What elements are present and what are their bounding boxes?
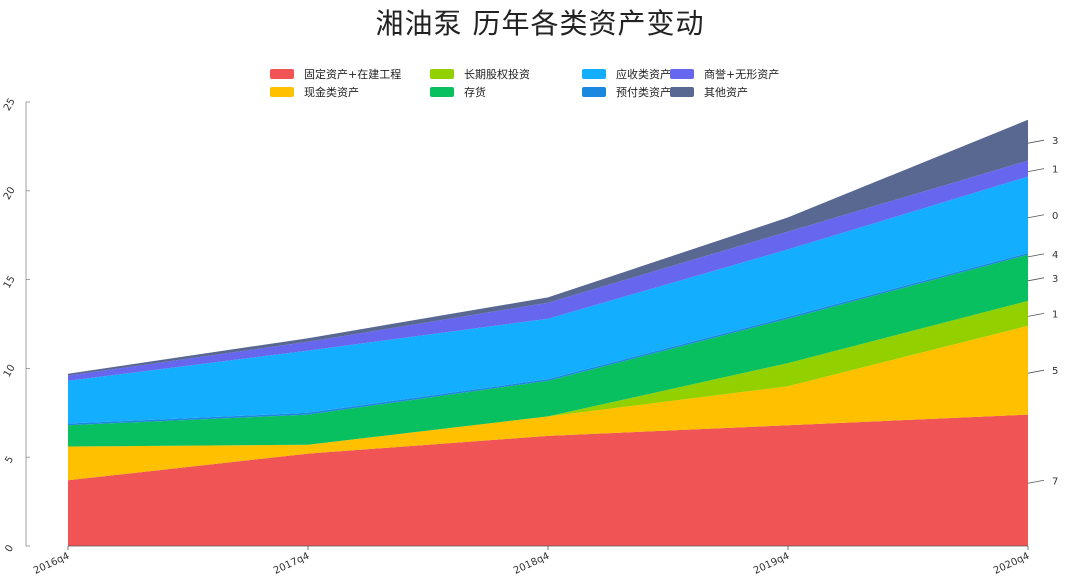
end-label-leader [1027, 168, 1045, 172]
legend-item[interactable]: 存货 [430, 84, 486, 100]
legend-swatch [430, 69, 454, 79]
legend-item[interactable]: 固定资产+在建工程 [270, 66, 401, 82]
legend-swatch [270, 87, 294, 97]
legend-item[interactable]: 预付类资产 [582, 84, 671, 100]
end-label-leader [1027, 277, 1045, 282]
legend-item[interactable]: 长期股权投资 [430, 66, 530, 82]
legend-label: 预付类资产 [616, 86, 671, 99]
x-tick-label: 2019q4 [752, 551, 791, 577]
legend-label: 商誉+无形资产 [704, 68, 780, 81]
legend-swatch [670, 69, 694, 79]
x-tick-label: 2018q4 [512, 551, 551, 577]
y-tick-label: 10 [2, 363, 18, 380]
y-tick-label: 0 [3, 543, 16, 554]
end-label-leader [1027, 139, 1045, 144]
legend-swatch [270, 69, 294, 79]
chart-title: 湘油泵 历年各类资产变动 [375, 7, 705, 40]
legend-swatch [430, 87, 454, 97]
end-label-leader [1027, 369, 1045, 374]
end-label: 4 [1052, 250, 1058, 261]
y-tick-label: 25 [2, 96, 18, 113]
area-series-5 [68, 176, 1028, 424]
legend-item[interactable]: 商誉+无形资产 [670, 66, 779, 82]
legend-label: 存货 [464, 86, 486, 99]
legend-swatch [582, 69, 606, 79]
end-label: 0 [1052, 211, 1058, 222]
legend-swatch [582, 87, 606, 97]
legend-item[interactable]: 应收类资产 [582, 66, 671, 82]
legend-label: 长期股权投资 [464, 68, 530, 81]
area-series-1 [68, 325, 1028, 481]
end-label: 1 [1052, 165, 1058, 176]
end-label-leader [1027, 479, 1045, 484]
end-label: 5 [1052, 366, 1058, 377]
legend-item[interactable]: 其他资产 [670, 84, 748, 100]
legend-item[interactable]: 现金类资产 [270, 84, 359, 100]
y-tick-label: 20 [2, 185, 18, 202]
end-label-leader [1027, 312, 1045, 317]
y-tick-label: 5 [3, 454, 16, 465]
x-tick-label: 2017q4 [272, 551, 311, 577]
legend-label: 现金类资产 [304, 86, 359, 99]
end-label-leader [1027, 253, 1045, 258]
end-label: 1 [1052, 309, 1058, 320]
end-label-leader [1027, 214, 1045, 219]
y-tick-label: 15 [2, 274, 18, 291]
end-label: 3 [1052, 136, 1058, 147]
area-series-3 [68, 254, 1028, 447]
end-label: 3 [1052, 274, 1058, 285]
x-tick-label: 2020q4 [992, 551, 1031, 577]
legend-swatch [670, 87, 694, 97]
legend-label: 其他资产 [704, 86, 748, 99]
x-tick-label: 2016q4 [32, 551, 71, 577]
area-series-2 [68, 300, 1028, 447]
end-label: 7 [1052, 476, 1058, 487]
area-series-0 [68, 414, 1028, 546]
legend-label: 应收类资产 [616, 68, 671, 81]
legend-label: 固定资产+在建工程 [304, 68, 402, 81]
